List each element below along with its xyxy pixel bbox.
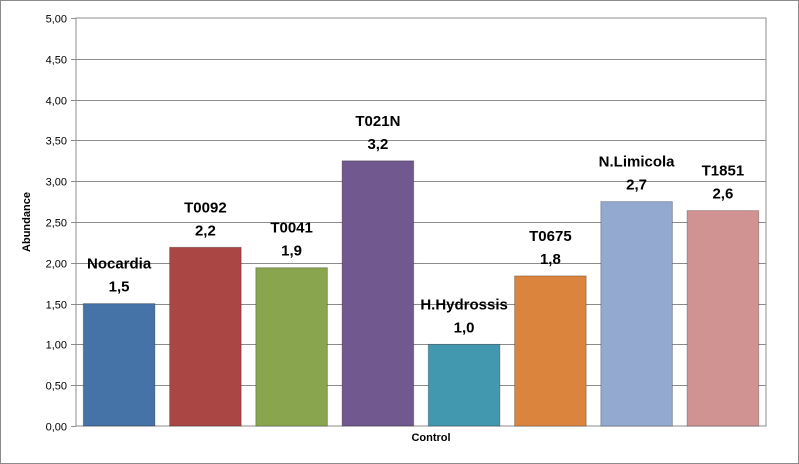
bar-category-label: T0675 xyxy=(529,228,572,245)
bar-value-label: 1,8 xyxy=(540,251,561,268)
y-tick-label: 4,50 xyxy=(46,55,67,67)
bar-h-hydrossis xyxy=(427,343,501,427)
bar-nocardia xyxy=(82,303,156,427)
y-tick-label: 4,00 xyxy=(46,96,67,108)
bar-t0041 xyxy=(255,267,328,427)
bar-t0092 xyxy=(169,246,242,427)
y-tick-label: 0,50 xyxy=(46,381,67,393)
bar-value-label: 2,2 xyxy=(195,222,216,239)
bar-category-label: T1851 xyxy=(702,163,745,180)
bar-category-label: T021N xyxy=(355,113,400,130)
y-axis-ticks: 0,00 0,50 1,00 1,50 2,00 2,50 3,00 3,50 4,00 4,50… xyxy=(46,14,76,434)
bar-t0675 xyxy=(514,275,587,427)
bar-t1851 xyxy=(686,210,760,427)
bar-value-label: 1,0 xyxy=(454,319,475,336)
bar-value-label: 1,5 xyxy=(109,279,130,296)
y-axis-title: Abundance xyxy=(21,192,33,252)
y-tick-label: 1,00 xyxy=(46,340,67,352)
bar-t021n xyxy=(341,160,415,427)
y-tick-label: 2,00 xyxy=(46,259,67,271)
bar-value-label: 2,7 xyxy=(626,177,647,194)
bar-value-label: 1,9 xyxy=(281,243,302,260)
bar-value-label: 3,2 xyxy=(367,136,388,153)
bars xyxy=(82,160,760,427)
bar-category-label: Nocardia xyxy=(87,256,152,273)
bar-category-label: T0041 xyxy=(270,220,313,237)
y-tick-label: 2,50 xyxy=(46,218,67,230)
y-tick-label: 5,00 xyxy=(46,14,67,26)
x-axis-title: Control xyxy=(411,432,450,444)
y-tick-label: 3,00 xyxy=(46,177,67,189)
y-tick-label: 3,50 xyxy=(46,136,67,148)
y-tick-label: 0,00 xyxy=(46,422,67,434)
bar-labels: Nocardia 1,5 T0092 2,2 T0041 1,9 T021N 3,2 H.Hyd… xyxy=(87,113,744,337)
bar-category-label: N.Limicola xyxy=(599,154,676,171)
bar-n-limicola xyxy=(600,201,673,427)
bar-value-label: 2,6 xyxy=(712,186,733,203)
y-tick-label: 1,50 xyxy=(46,300,67,312)
bar-category-label: T0092 xyxy=(184,199,227,216)
bar-category-label: H.Hydrossis xyxy=(420,296,508,313)
